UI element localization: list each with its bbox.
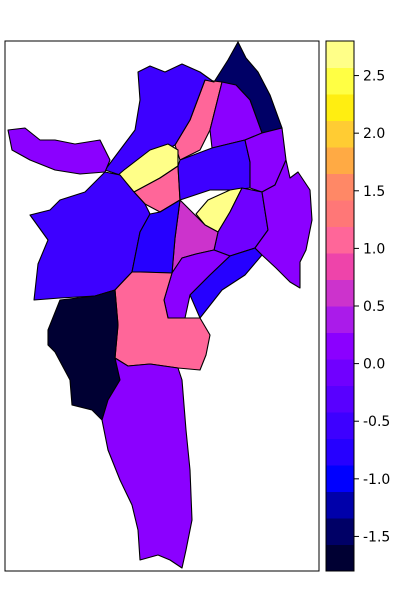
colorbar-swatch <box>326 359 354 386</box>
colorbar-tick-label: 1.5 <box>363 184 385 200</box>
colorbar-tick-label: 0.5 <box>363 299 385 315</box>
colorbar-swatch <box>326 491 354 519</box>
colorbar-swatch <box>326 518 354 545</box>
colorbar-tick-label: -0.5 <box>363 414 390 430</box>
colorbar-swatch <box>326 412 354 439</box>
colorbar-swatch <box>326 67 354 95</box>
region-purple-far-east <box>254 159 313 289</box>
colorbar-swatches <box>326 41 354 572</box>
colorbar-swatch <box>326 306 354 333</box>
colorbar-swatch <box>326 94 354 121</box>
colorbar-ticks: -1.5 -1.0 -0.5 0.0 0.5 1.0 1.5 2.0 2.5 <box>354 69 390 545</box>
colorbar-swatch <box>326 173 354 201</box>
colorbar-swatch <box>326 253 354 280</box>
colorbar-tick-label: 0.0 <box>363 357 385 373</box>
colorbar-tick-label: -1.0 <box>363 472 390 488</box>
region-south-purple <box>101 357 193 569</box>
colorbar-tick-label: 2.5 <box>363 69 385 85</box>
colorbar: -1.5 -1.0 -0.5 0.0 0.5 1.0 1.5 2.0 2.5 <box>325 40 390 572</box>
region-northwest-big <box>104 63 215 176</box>
colorbar-swatch <box>326 332 354 360</box>
map-frame <box>4 40 320 572</box>
colorbar-swatch <box>326 465 354 492</box>
colorbar-swatch <box>326 385 354 413</box>
colorbar-swatch <box>326 147 354 174</box>
colorbar-swatch <box>326 544 354 572</box>
colorbar-swatch <box>326 279 354 307</box>
colorbar-tick-label: -1.5 <box>363 529 390 545</box>
colorbar-swatch <box>326 438 354 466</box>
colorbar-swatch <box>326 120 354 148</box>
colorbar-tick-label: 2.0 <box>363 126 385 142</box>
colorbar-swatch <box>326 226 354 254</box>
map-regions <box>7 41 313 569</box>
colorbar-tick-label: 1.0 <box>363 241 385 257</box>
colorbar-swatch <box>326 41 354 68</box>
region-west-arm <box>7 127 111 175</box>
colorbar-swatch <box>326 200 354 227</box>
